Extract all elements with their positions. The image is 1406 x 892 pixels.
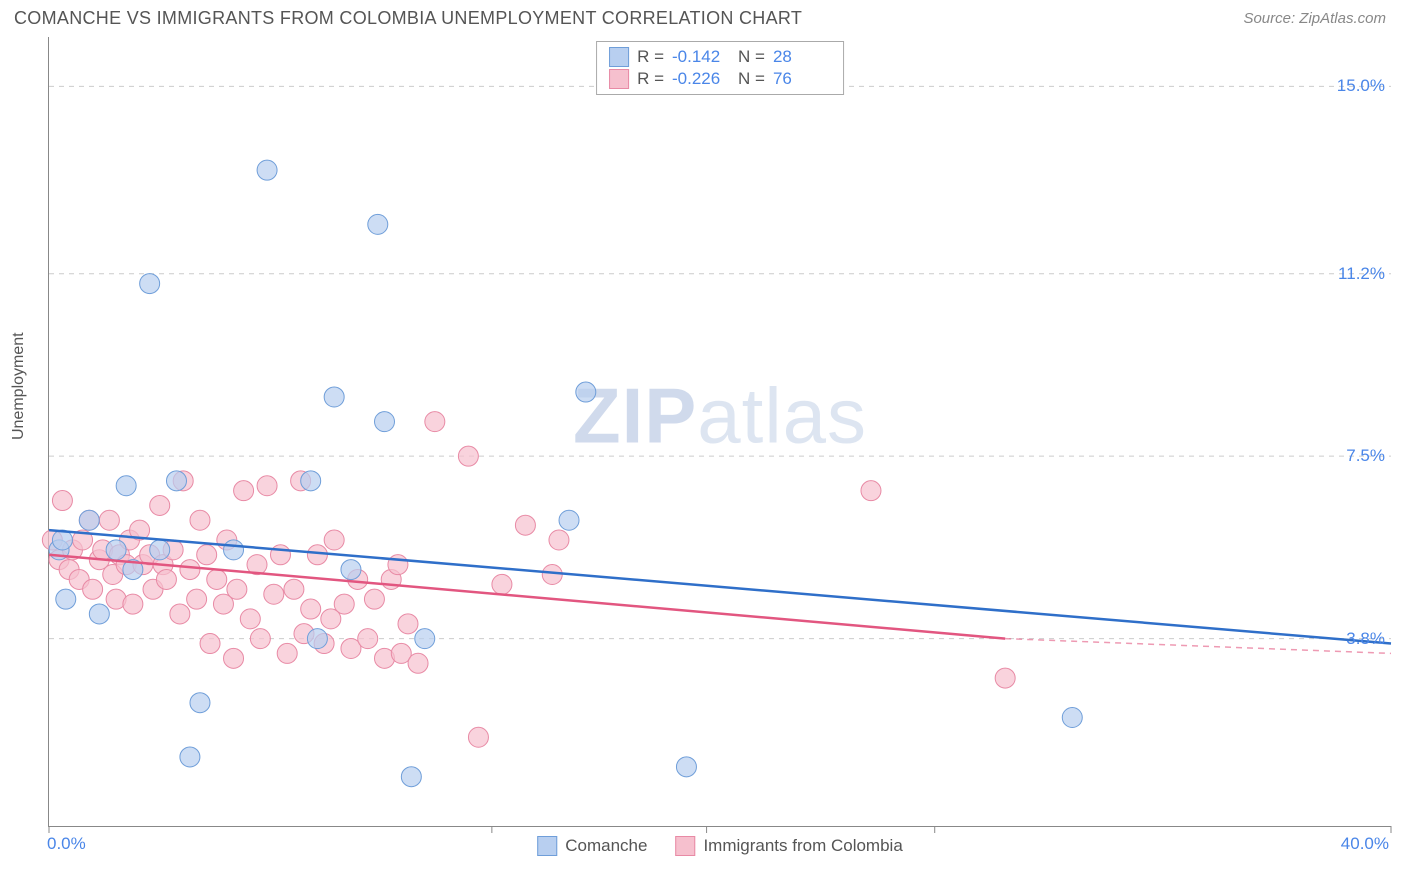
swatch-colombia [609, 69, 629, 89]
y-axis-label: Unemployment [10, 332, 28, 440]
r-label-1: R = [637, 69, 664, 89]
chart-area: ZIPatlas R = -0.142 N = 28 R = -0.226 N … [48, 37, 1391, 827]
legend-item-colombia: Immigrants from Colombia [675, 836, 902, 856]
source-label: Source: ZipAtlas.com [1243, 10, 1386, 27]
x-tick-min: 0.0% [47, 834, 86, 854]
legend-item-comanche: Comanche [537, 836, 647, 856]
swatch-comanche [609, 47, 629, 67]
legend-label-comanche: Comanche [565, 836, 647, 856]
x-tick-max: 40.0% [1341, 834, 1389, 854]
n-value-0: 28 [773, 47, 831, 67]
n-label-0: N = [738, 47, 765, 67]
y-tick: 15.0% [1337, 76, 1385, 96]
r-value-0: -0.142 [672, 47, 730, 67]
legend-label-colombia: Immigrants from Colombia [703, 836, 902, 856]
stats-legend: R = -0.142 N = 28 R = -0.226 N = 76 [596, 41, 844, 95]
y-tick: 11.2% [1338, 264, 1385, 284]
legend-swatch-colombia [675, 836, 695, 856]
stats-row-colombia: R = -0.226 N = 76 [609, 68, 831, 90]
r-label-0: R = [637, 47, 664, 67]
n-value-1: 76 [773, 69, 831, 89]
legend-swatch-comanche [537, 836, 557, 856]
n-label-1: N = [738, 69, 765, 89]
y-tick: 3.8% [1346, 629, 1385, 649]
r-value-1: -0.226 [672, 69, 730, 89]
series-legend: Comanche Immigrants from Colombia [537, 836, 903, 856]
y-tick: 7.5% [1346, 446, 1385, 466]
chart-title: COMANCHE VS IMMIGRANTS FROM COLOMBIA UNE… [14, 8, 802, 29]
plot-svg [49, 37, 1391, 826]
stats-row-comanche: R = -0.142 N = 28 [609, 46, 831, 68]
